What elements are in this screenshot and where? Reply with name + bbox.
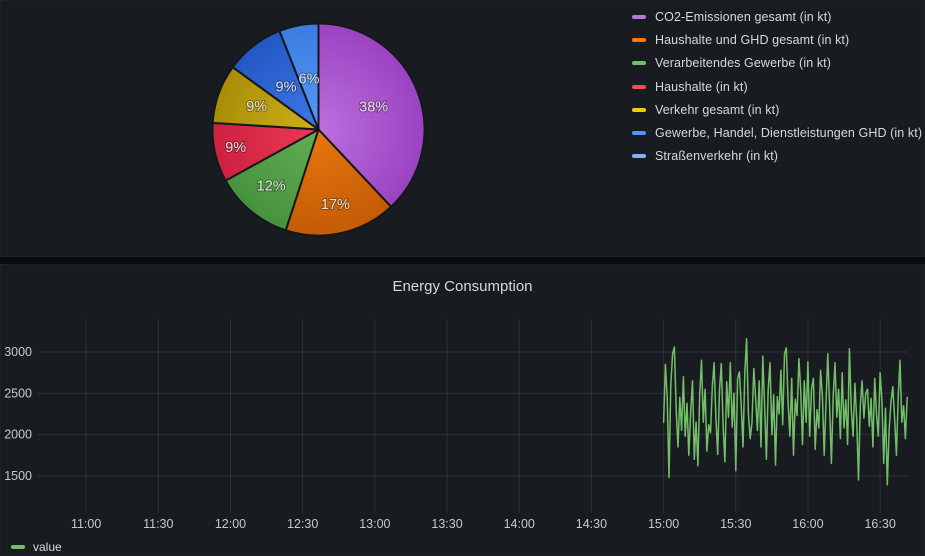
pie-legend-item[interactable]: Verkehr gesamt (in kt) [632,98,922,121]
timeseries-legend-item[interactable]: value [11,540,62,554]
pie-legend-item[interactable]: Gewerbe, Handel, Dienstleistungen GHD (i… [632,121,922,144]
x-axis-tick-label: 12:30 [287,517,318,531]
pie-slice-label: 9% [246,99,267,115]
legend-item-label: Haushalte (in kt) [655,79,748,94]
energy-consumption-panel: Energy Consumption 1500 2000 2500 3000 11:00… [0,264,925,556]
x-axis-tick-label: 11:00 [71,517,101,531]
pie-panel: 38% 17% 12% 9% 9% 9% 6% CO2-Emissionen gesamt … [0,0,925,257]
series-color-swatch [11,545,25,549]
x-axis-tick-label: 12:00 [215,517,246,531]
legend-color-swatch [632,61,646,66]
panel-title[interactable]: Energy Consumption [392,278,533,295]
pie-legend-item[interactable]: Haushalte und GHD gesamt (in kt) [632,28,922,51]
pie-slice-label: 6% [299,72,320,88]
pie-slice-label: 9% [276,80,297,96]
legend-color-swatch [632,14,646,19]
x-axis-tick-label: 15:00 [648,517,679,531]
x-axis-tick-label: 14:00 [504,517,535,531]
y-axis-tick-label: 2500 [4,386,32,400]
pie-legend: CO2-Emissionen gesamt (in kt) Haushalte u… [632,5,922,168]
legend-color-swatch [632,154,646,159]
timeseries-chart: 1500 2000 2500 3000 11:00 11:30 12:00 12:30 13:0… [4,319,909,531]
x-axis-tick-label: 14:30 [576,517,607,531]
legend-color-swatch [632,84,646,89]
pie-legend-item[interactable]: Verarbeitendes Gewerbe (in kt) [632,52,922,75]
x-axis-tick-label: 15:30 [720,517,751,531]
pie-slice[interactable] [317,22,426,208]
pie-slice-label: 38% [359,100,388,116]
pie-legend-item[interactable]: CO2-Emissionen gesamt (in kt) [632,5,922,28]
x-axis-tick-label: 16:00 [792,517,823,531]
pie-slice[interactable] [278,22,320,131]
x-axis-tick-label: 13:00 [359,517,390,531]
y-axis-tick-label: 2000 [4,428,32,442]
series-line-value [662,338,908,486]
legend-item-label: Verarbeitendes Gewerbe (in kt) [655,56,832,71]
y-axis-tick-label: 3000 [4,345,32,359]
legend-item-label: Straßenverkehr (in kt) [655,149,779,164]
pie-slice-label: 9% [225,140,246,156]
pie-slice-label: 12% [257,179,286,195]
legend-item-label: Gewerbe, Handel, Dienstleistungen GHD (i… [655,126,923,141]
pie-slice[interactable] [284,128,393,237]
legend-item-label: Verkehr gesamt (in kt) [655,102,780,117]
x-axis-tick-label: 16:30 [864,517,895,531]
pie-slice-label: 17% [321,197,350,213]
x-axis-tick-label: 13:30 [431,517,462,531]
legend-item-label: CO2-Emissionen gesamt (in kt) [655,9,832,24]
legend-item-label: Haushalte und GHD gesamt (in kt) [655,32,850,47]
series-legend-label: value [33,540,62,554]
x-axis-tick-label: 11:30 [143,517,173,531]
pie-legend-item[interactable]: Haushalte (in kt) [632,75,922,98]
legend-color-swatch [632,131,646,136]
pie-chart: 38%17%12%9%9%9%6% [211,22,426,237]
legend-color-swatch [632,107,646,112]
legend-color-swatch [632,37,646,42]
pie-slice[interactable] [224,128,320,232]
y-axis-tick-label: 1500 [4,469,32,483]
pie-legend-item[interactable]: Straßenverkehr (in kt) [632,145,922,168]
